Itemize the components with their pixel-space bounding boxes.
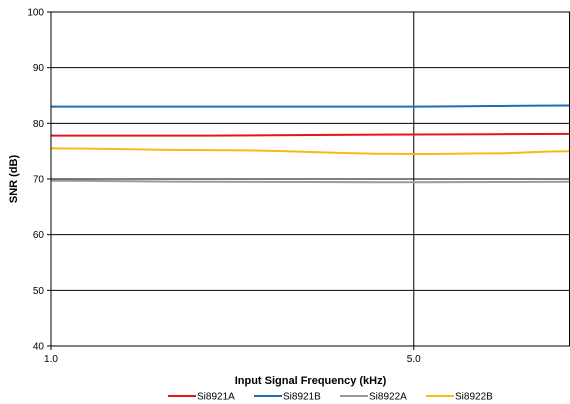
legend-label: Si8921B — [283, 392, 321, 403]
legend-label: Si8922A — [369, 392, 407, 403]
y-tick-label: 60 — [33, 230, 45, 241]
series-lines — [50, 104, 570, 184]
tick-labels: 40 50 60 70 80 90 100 1.0 5.0 — [27, 8, 421, 366]
y-tick-label: 100 — [27, 8, 44, 19]
series-line-si8922b — [50, 147, 570, 156]
series-line-si8921a — [51, 132, 570, 137]
y-tick-label: 70 — [33, 175, 45, 186]
legend-label: Si8921A — [197, 392, 235, 403]
series-line-si8922a — [50, 179, 570, 184]
x-tick-label: 1.0 — [44, 354, 58, 365]
x-axis-title: Input Signal Frequency (kHz) — [235, 375, 387, 387]
legend: Si8921A Si8921B Si8922A Si8922B — [168, 392, 493, 403]
y-tick-label: 90 — [33, 63, 45, 74]
x-tick-label: 5.0 — [407, 354, 421, 365]
legend-label: Si8922B — [455, 392, 493, 403]
y-tick-label: 40 — [33, 342, 45, 353]
y-tick-label: 50 — [33, 286, 45, 297]
y-tick-label: 80 — [33, 119, 45, 130]
series-line-si8921b — [51, 104, 570, 108]
y-axis-title: SNR (dB) — [8, 155, 20, 204]
